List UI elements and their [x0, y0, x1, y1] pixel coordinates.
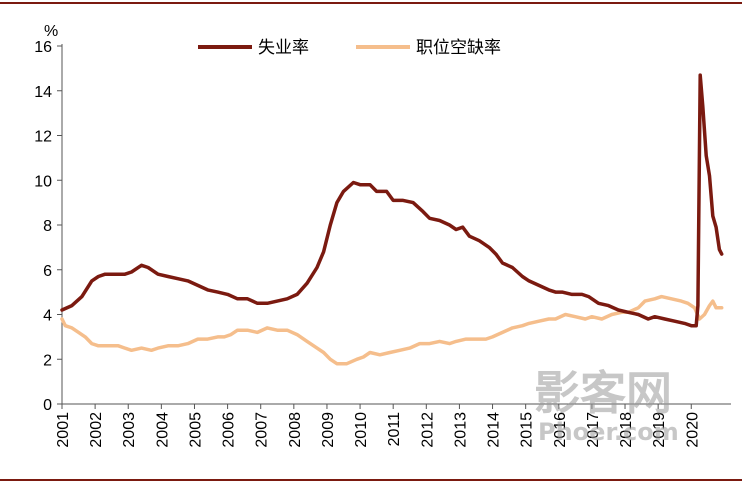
legend-label-unemployment: 失业率: [258, 38, 309, 58]
x-tick-label: 2001: [55, 412, 72, 448]
x-tick-label: 2009: [320, 412, 337, 448]
x-tick-label: 2015: [519, 412, 536, 448]
watermark-sub: Phoer.com: [538, 418, 679, 446]
y-tick-label: 10: [34, 173, 52, 190]
series-line-job-openings: [60, 294, 724, 366]
x-tick-label: 2017: [585, 412, 602, 448]
x-tick-label: 2002: [88, 412, 105, 448]
x-tick-label: 2007: [254, 412, 271, 448]
y-axis-unit: %: [44, 23, 58, 40]
y-tick-label: 14: [34, 84, 52, 101]
x-tick-label: 2005: [187, 412, 204, 448]
x-tick-label: 2010: [353, 412, 370, 448]
y-tick-label: 0: [43, 397, 52, 414]
y-tick-label: 8: [43, 218, 52, 235]
y-tick-label: 4: [43, 308, 52, 325]
series-lines: [60, 73, 724, 366]
x-tick-label: 2011: [386, 412, 403, 447]
legend: 失业率 职位空缺率: [198, 38, 501, 58]
y-tick-label: 2: [43, 352, 52, 369]
x-tick-label: 2013: [452, 412, 469, 448]
x-tick-label: 2003: [121, 412, 138, 448]
y-tick-label: 12: [34, 129, 52, 146]
x-tick-label: 2016: [552, 412, 569, 448]
x-tick-label: 2019: [651, 412, 668, 448]
legend-label-job-openings: 职位空缺率: [416, 38, 501, 58]
y-tick-label: 6: [43, 263, 52, 280]
legend-item-job-openings: 职位空缺率: [356, 38, 501, 58]
series-line-unemployment: [60, 73, 724, 328]
x-tick-label: 2018: [618, 412, 635, 448]
y-tick-label: 16: [34, 39, 52, 56]
x-tick-label: 2012: [419, 412, 436, 448]
x-tick-label: 2014: [486, 412, 503, 448]
x-tick-label: 2004: [154, 412, 171, 448]
watermark: 影客网 Phoer.com: [534, 366, 679, 446]
x-tick-label: 2020: [684, 412, 701, 448]
x-tick-label: 2008: [287, 412, 304, 448]
x-tick-label: 2006: [221, 412, 238, 448]
watermark-main: 影客网: [534, 366, 672, 420]
legend-item-unemployment: 失业率: [198, 38, 309, 58]
axes: 0 2 4 6 8 10 12 14 16 2001 2002 2003 2004 2005 2006 200…: [34, 39, 731, 448]
